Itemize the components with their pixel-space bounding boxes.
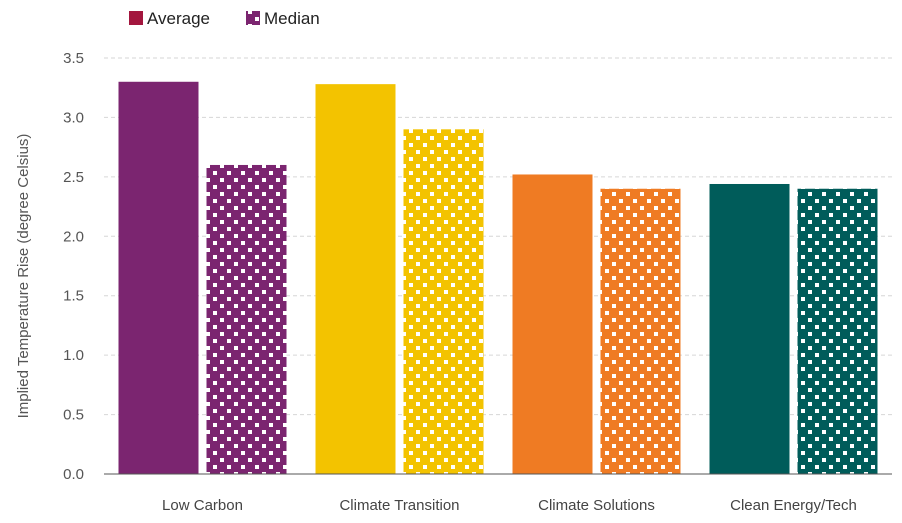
legend-swatch-average bbox=[129, 11, 143, 25]
bar-average-2 bbox=[512, 174, 593, 475]
bar-average-0 bbox=[118, 81, 199, 475]
x-category-label: Low Carbon bbox=[162, 497, 243, 514]
legend: Average Median bbox=[129, 9, 320, 28]
x-category-label: Climate Transition bbox=[339, 497, 459, 514]
axes: 0.0 0.5 1.0 1.5 2.0 2.5 3.0 3.5 Implied Temperat… bbox=[15, 50, 892, 514]
bar-average-1 bbox=[315, 84, 396, 475]
y-tick-label: 3.5 bbox=[63, 50, 84, 67]
y-tick-label: 3.0 bbox=[63, 109, 84, 126]
legend-label-median: Median bbox=[264, 9, 320, 28]
bar-median-1 bbox=[403, 129, 484, 475]
y-axis-title: Implied Temperature Rise (degree Celsius… bbox=[15, 134, 32, 419]
y-tick-label: 0.5 bbox=[63, 407, 84, 424]
y-tick-label: 0.0 bbox=[63, 466, 84, 483]
bar-median-3 bbox=[797, 188, 878, 474]
y-tick-label: 1.0 bbox=[63, 347, 84, 364]
y-tick-label: 2.5 bbox=[63, 169, 84, 186]
x-category-label: Clean Energy/Tech bbox=[730, 497, 857, 514]
grid-lines bbox=[104, 57, 892, 416]
x-category-label: Climate Solutions bbox=[538, 497, 655, 514]
bars bbox=[118, 81, 878, 475]
legend-swatch-median bbox=[246, 11, 260, 25]
y-tick-label: 1.5 bbox=[63, 288, 84, 305]
y-tick-label: 2.0 bbox=[63, 228, 84, 245]
bar-median-0 bbox=[206, 164, 287, 474]
bar-average-3 bbox=[709, 183, 790, 474]
bar-median-2 bbox=[600, 188, 681, 474]
legend-label-average: Average bbox=[147, 9, 210, 28]
